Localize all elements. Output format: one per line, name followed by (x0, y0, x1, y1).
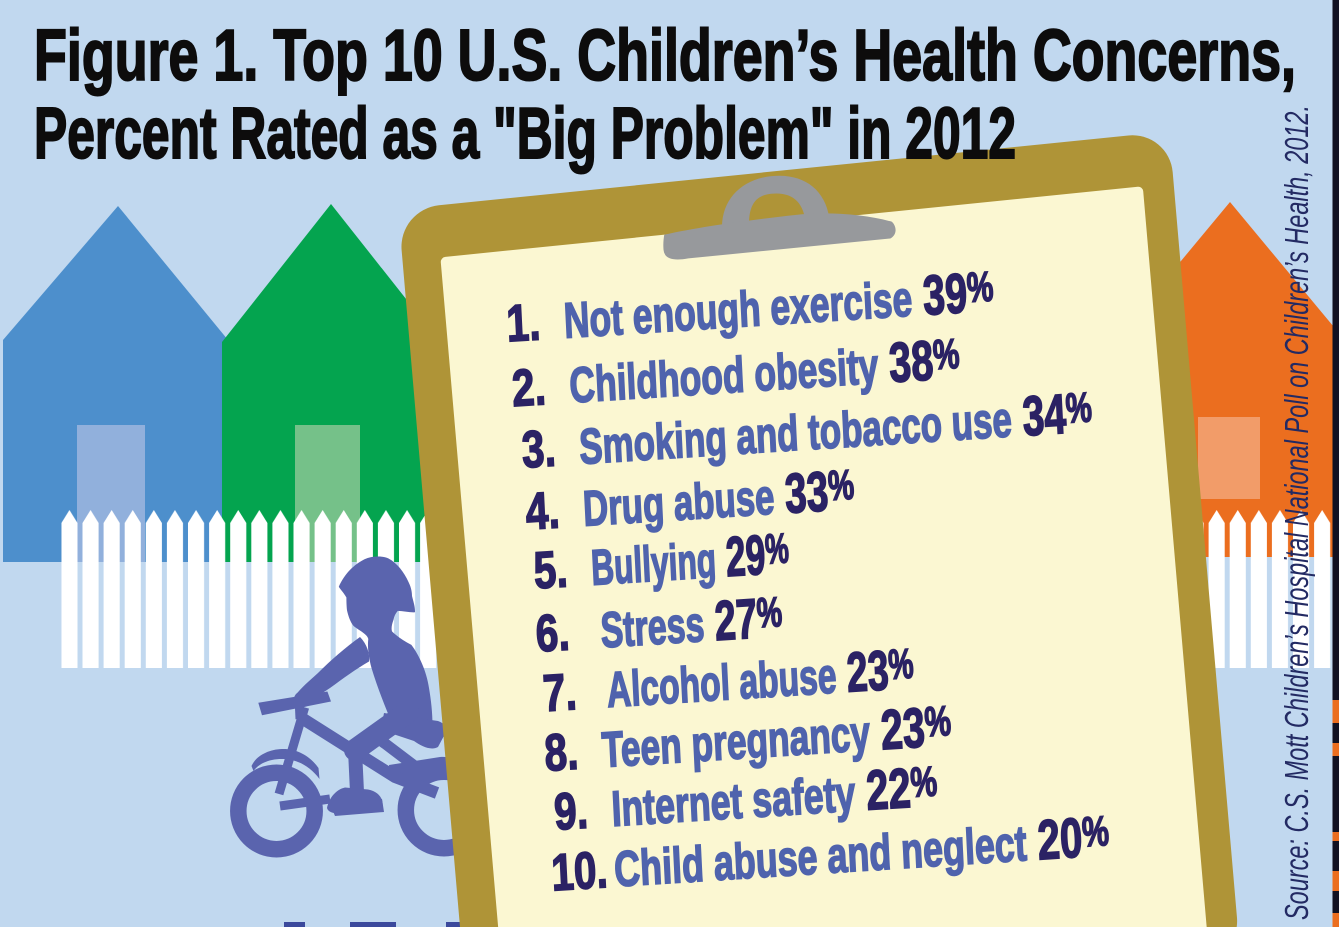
svg-text:Source: C.S. Mott Children’s H: Source: C.S. Mott Children’s Hospital Na… (1278, 105, 1315, 920)
svg-text:7.: 7. (541, 662, 578, 722)
svg-text:3.: 3. (520, 419, 557, 479)
svg-text:Alcohol abuse 23%: Alcohol abuse 23% (605, 638, 915, 720)
svg-text:5.: 5. (532, 540, 569, 600)
svg-text:Bullying 29%: Bullying 29% (590, 522, 791, 597)
svg-text:Teen pregnancy 23%: Teen pregnancy 23% (600, 695, 952, 780)
svg-text:Drug abuse 33%: Drug abuse 33% (581, 459, 855, 539)
svg-text:Percent Rated as a "Big Proble: Percent Rated as a "Big Problem" in 2012 (34, 94, 1016, 174)
svg-text:Stress 27%: Stress 27% (599, 587, 784, 661)
svg-text:Figure 1. Top 10 U.S. Children: Figure 1. Top 10 U.S. Children’s Health … (34, 16, 1296, 96)
svg-text:1.: 1. (505, 293, 542, 353)
svg-text:8.: 8. (543, 722, 580, 782)
svg-text:2.: 2. (511, 357, 548, 417)
svg-text:10.: 10. (550, 840, 609, 902)
svg-text:4.: 4. (524, 481, 561, 541)
svg-text:9.: 9. (553, 781, 590, 841)
svg-text:6.: 6. (534, 603, 571, 663)
